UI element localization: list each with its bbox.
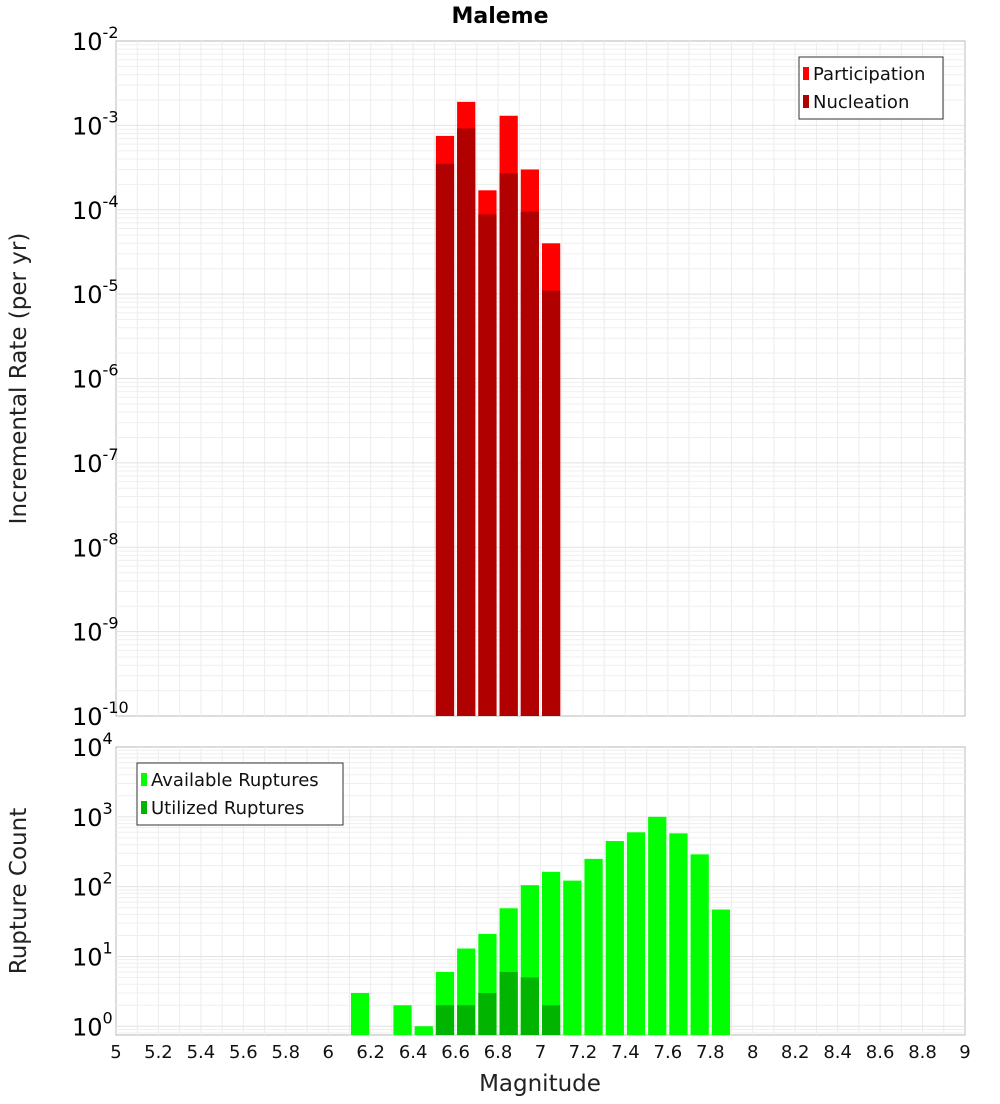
bar-available-ruptures xyxy=(563,880,582,1035)
x-tick-label: 7.8 xyxy=(696,1042,725,1063)
x-tick-label: 6.8 xyxy=(484,1042,513,1063)
y-tick-label: 10-8 xyxy=(72,529,119,562)
x-tick-label: 8 xyxy=(747,1042,758,1063)
x-tick-labels: 5 5.2 5.4 5.6 5.8 6 6.2 6.4 6.6 6.8 7 7.2 7.4 7.6 7.8 8… xyxy=(110,1042,970,1063)
rate-legend-box xyxy=(798,56,944,120)
legend-label-nucleation: Nucleation xyxy=(813,92,909,113)
y-tick-label: 10-5 xyxy=(72,276,119,309)
rate-legend: Participation Nucleation xyxy=(798,56,944,120)
y-tick-label: 10-2 xyxy=(72,23,119,56)
bar-overlay-utilized-ruptures xyxy=(435,1005,455,1035)
y-tick-label: 10-4 xyxy=(72,192,119,225)
bar-overlay-nucleation xyxy=(478,214,497,717)
bar-available-ruptures xyxy=(626,832,646,1035)
legend-swatch-participation xyxy=(803,67,809,80)
bar-available-ruptures xyxy=(605,841,624,1035)
x-tick-label: 6.4 xyxy=(399,1042,428,1063)
x-tick-label: 5.6 xyxy=(229,1042,258,1063)
x-tick-label: 5.8 xyxy=(271,1042,300,1063)
x-tick-label: 5.2 xyxy=(144,1042,173,1063)
count-panel: 104 103 102 101 100 Rupture Count Available … xyxy=(6,729,966,1041)
x-tick-label: 7.6 xyxy=(654,1042,683,1063)
x-tick-label: 7.2 xyxy=(569,1042,598,1063)
bar-overlay-nucleation xyxy=(520,211,539,716)
y-tick-label: 104 xyxy=(72,729,113,762)
bar-available-ruptures xyxy=(669,833,688,1035)
legend-swatch-utilized xyxy=(141,801,147,814)
y-tick-label: 10-10 xyxy=(72,698,129,731)
bar-overlay-utilized-ruptures xyxy=(520,977,539,1035)
y-tick-label: 10-7 xyxy=(72,445,119,478)
legend-label-utilized: Utilized Ruptures xyxy=(151,798,304,819)
rate-y-ticks: 10-2 10-3 10-4 10-5 10-6 10-7 10-8 10-9 10-10 xyxy=(72,23,129,731)
y-tick-label: 10-9 xyxy=(72,614,119,647)
count-bars xyxy=(350,816,731,1035)
y-tick-label: 10-6 xyxy=(72,361,119,394)
bar-overlay-utilized-ruptures xyxy=(542,1005,561,1035)
x-tick-label: 8.8 xyxy=(908,1042,937,1063)
bar-overlay-nucleation xyxy=(542,290,561,716)
rate-panel: 10-2 10-3 10-4 10-5 10-6 10-7 10-8 10-9 10-10 In… xyxy=(6,23,966,731)
legend-label-participation: Participation xyxy=(813,64,925,85)
count-y-axis-label: Rupture Count xyxy=(6,808,32,974)
y-tick-label: 101 xyxy=(72,938,113,971)
x-tick-label: 6.6 xyxy=(441,1042,470,1063)
x-tick-label: 8.2 xyxy=(781,1042,810,1063)
bar-available-ruptures xyxy=(393,1005,412,1035)
legend-label-available: Available Ruptures xyxy=(151,770,319,791)
x-tick-label: 5 xyxy=(110,1042,121,1063)
x-tick-label: 7 xyxy=(535,1042,546,1063)
bar-available-ruptures xyxy=(584,858,603,1035)
x-tick-label: 5.4 xyxy=(187,1042,216,1063)
rate-y-axis-label: Incremental Rate (per yr) xyxy=(6,233,32,525)
x-tick-label: 6 xyxy=(323,1042,334,1063)
count-legend-box xyxy=(136,762,344,826)
x-tick-label: 8.4 xyxy=(823,1042,852,1063)
count-legend: Available Ruptures Utilized Ruptures xyxy=(136,762,344,826)
count-y-ticks: 104 103 102 101 100 xyxy=(72,729,113,1041)
y-tick-label: 102 xyxy=(72,869,113,902)
bar-overlay-utilized-ruptures xyxy=(499,971,518,1035)
legend-swatch-nucleation xyxy=(803,95,809,108)
rate-bars xyxy=(435,101,561,717)
bar-available-ruptures xyxy=(711,909,731,1035)
bar-overlay-nucleation xyxy=(457,128,476,716)
y-tick-label: 103 xyxy=(72,799,113,832)
bar-overlay-nucleation xyxy=(435,163,455,717)
x-tick-label: 9 xyxy=(959,1042,970,1063)
x-tick-label: 7.4 xyxy=(611,1042,640,1063)
x-axis-label: Magnitude xyxy=(479,1071,601,1097)
x-tick-label: 8.6 xyxy=(866,1042,895,1063)
bar-overlay-utilized-ruptures xyxy=(457,1005,476,1035)
bar-available-ruptures xyxy=(542,871,561,1035)
bar-available-ruptures xyxy=(690,854,709,1035)
y-tick-label: 10-3 xyxy=(72,107,119,140)
bar-available-ruptures xyxy=(350,992,370,1035)
bar-available-ruptures xyxy=(414,1026,433,1035)
x-tick-label: 6.2 xyxy=(356,1042,385,1063)
bar-available-ruptures xyxy=(648,816,667,1035)
legend-swatch-available xyxy=(141,773,147,786)
rate-grid xyxy=(116,41,965,716)
bar-overlay-nucleation xyxy=(499,173,518,716)
chart-title: Maleme xyxy=(451,4,548,29)
y-tick-label: 100 xyxy=(72,1008,113,1041)
bar-overlay-utilized-ruptures xyxy=(478,992,497,1035)
